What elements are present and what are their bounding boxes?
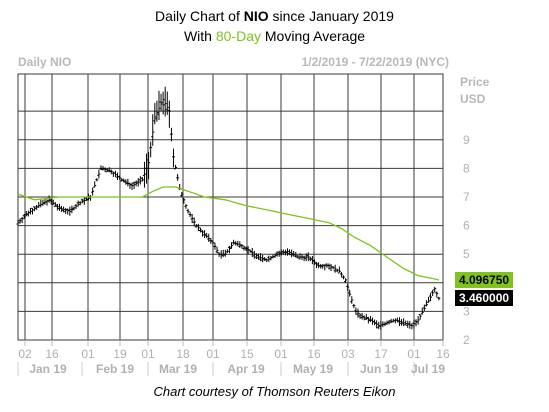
y-tick-label: 3 <box>463 304 470 318</box>
y-tick-label: 7 <box>463 190 470 204</box>
x-tick-label: 02 <box>18 347 32 361</box>
x-tick-label: 16 <box>436 347 450 361</box>
x-tick-label: 18 <box>176 347 190 361</box>
x-tick-label: 03 <box>341 347 355 361</box>
moving-average-line <box>17 186 440 281</box>
x-tick-label: 16 <box>307 347 321 361</box>
x-month-label: Apr 19 <box>227 362 265 376</box>
x-tick-label: 16 <box>45 347 59 361</box>
x-tick-label: 01 <box>274 347 288 361</box>
x-tick-label: 17 <box>374 347 388 361</box>
moving-average-last-value: 4.096750 <box>455 272 514 289</box>
x-month-label: May 19 <box>293 362 333 376</box>
unit-label-usd: USD <box>460 92 486 106</box>
x-month-label: Feb 19 <box>96 362 134 376</box>
unit-label-price: Price <box>460 75 490 89</box>
y-tick-label: 6 <box>463 219 470 233</box>
y-tick-label: 5 <box>463 247 470 261</box>
x-tick-label: 15 <box>240 347 254 361</box>
x-tick-label: 01 <box>407 347 421 361</box>
price-last-value: 3.460000 <box>455 290 514 307</box>
x-month-label: Jul 19 <box>411 362 445 376</box>
x-month-label: Jun 19 <box>360 362 398 376</box>
chart-symbol-label: Daily NIO <box>18 55 72 69</box>
x-tick-label: 01 <box>81 347 95 361</box>
x-tick-label: 19 <box>113 347 127 361</box>
y-tick-label: 8 <box>463 161 470 175</box>
chart-title: Daily Chart of NIO since January 2019 <box>155 8 394 24</box>
x-tick-label: 01 <box>206 347 220 361</box>
x-tick-label: 01 <box>141 347 155 361</box>
chart-subtitle: With 80-Day Moving Average <box>183 28 366 44</box>
y-tick-label: 2 <box>463 333 470 347</box>
x-month-label: Jan 19 <box>29 362 67 376</box>
chart-source-note: Chart courtesy of Thomson Reuters Eikon <box>153 384 396 399</box>
y-tick-label: 9 <box>463 133 470 147</box>
plot-frame <box>17 73 444 341</box>
x-month-label: Mar 19 <box>159 362 197 376</box>
date-range-label: 1/2/2019 - 7/22/2019 (NYC) <box>301 55 449 69</box>
